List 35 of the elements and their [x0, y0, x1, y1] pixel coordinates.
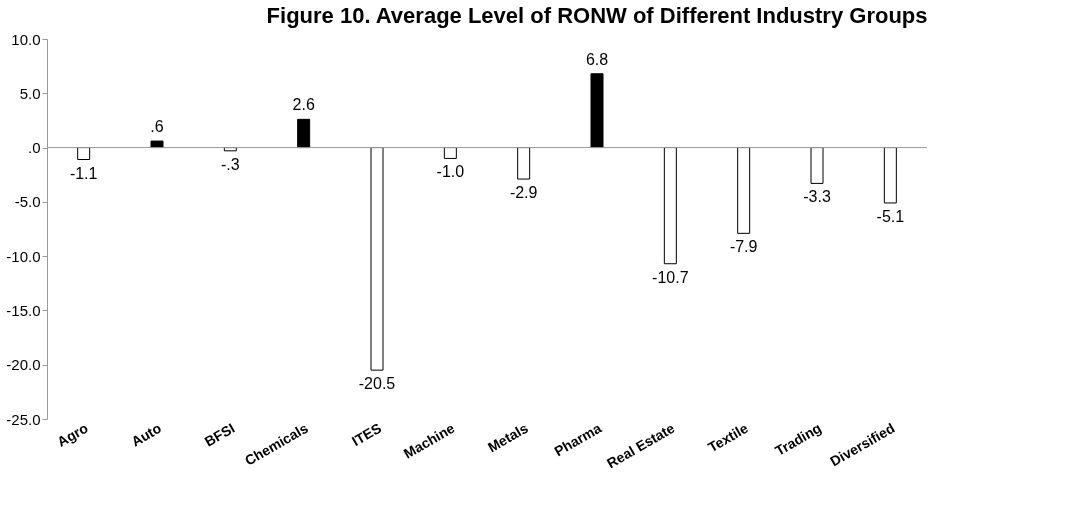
data-label: -2.9 [509, 184, 538, 202]
bar [443, 147, 457, 159]
data-label: -7.9 [729, 238, 758, 256]
y-tick-label: -10.0 [6, 247, 41, 265]
bar [737, 147, 751, 234]
bar [663, 147, 677, 265]
bar [883, 147, 897, 204]
y-tick-label: -15.0 [6, 301, 41, 319]
bar [517, 147, 531, 180]
x-tick-label: Auto [128, 419, 164, 450]
x-tick-label: ITES [349, 419, 384, 450]
data-label: -10.7 [652, 268, 689, 286]
y-tick-label: .0 [27, 139, 41, 157]
bar [77, 147, 91, 161]
data-label: 6.8 [585, 50, 609, 68]
y-tick-label: 10.0 [11, 30, 41, 48]
data-label: -3.3 [803, 188, 831, 206]
chart-title: Figure 10. Average Level of RONW of Different Industry Groups [266, 3, 928, 28]
data-label: 2.6 [292, 96, 315, 114]
data-label: -5.1 [876, 207, 905, 225]
data-label: -1.1 [69, 164, 98, 182]
x-tick-label: Agro [54, 419, 91, 450]
data-label: .6 [150, 118, 164, 136]
bar [810, 147, 824, 184]
data-label: -20.5 [358, 375, 396, 393]
bar [590, 73, 604, 149]
y-tick-label: 5.0 [19, 84, 41, 102]
y-tick-label: -5.0 [14, 193, 41, 211]
bar [370, 147, 384, 371]
data-label: -1.0 [436, 163, 465, 181]
data-label: -.3 [221, 155, 240, 173]
y-tick-label: -20.0 [6, 356, 41, 374]
bar [150, 140, 164, 149]
y-tick-label: -25.0 [6, 410, 41, 428]
bar [297, 118, 311, 149]
